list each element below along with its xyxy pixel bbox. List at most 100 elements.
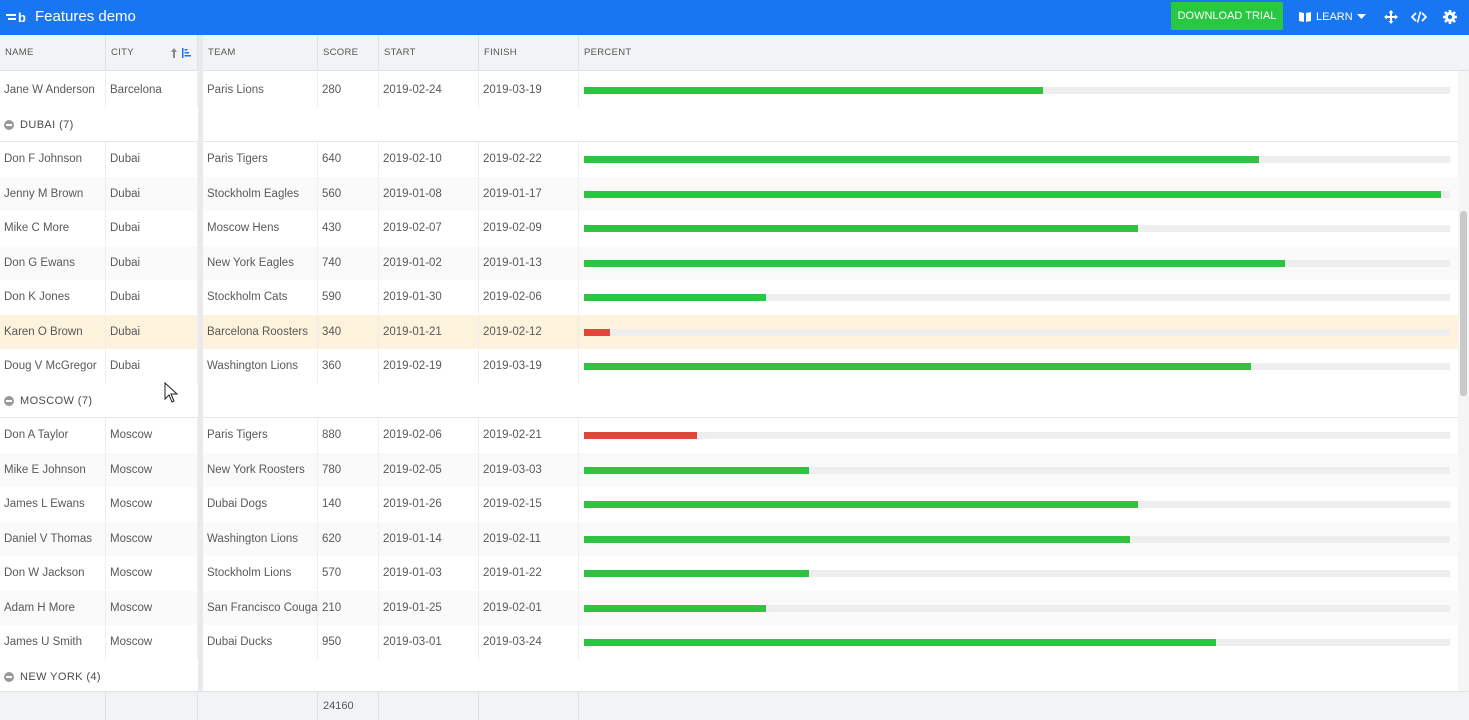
- table-row[interactable]: Mike E Johnson Moscow New York Roosters 780…: [0, 452, 1458, 487]
- table-row[interactable]: Jenny M Brown Dubai Stockholm Eagles 560 201…: [0, 176, 1458, 211]
- cell-percent[interactable]: [579, 418, 1458, 452]
- cell-score[interactable]: 560: [318, 176, 379, 211]
- cell-start[interactable]: 2019-02-10: [379, 142, 479, 176]
- cell-city[interactable]: Dubai: [106, 211, 198, 245]
- cell-start[interactable]: 2019-01-02: [379, 245, 479, 280]
- cell-name[interactable]: Mike E Johnson: [0, 452, 106, 487]
- cell-city[interactable]: Moscow: [106, 590, 198, 625]
- cell-finish[interactable]: 2019-02-22: [479, 142, 579, 176]
- cell-start[interactable]: 2019-01-14: [379, 521, 479, 556]
- cell-team[interactable]: New York Eagles: [203, 245, 318, 280]
- cell-score[interactable]: 360: [318, 349, 379, 383]
- cell-city[interactable]: Moscow: [106, 625, 198, 659]
- cell-percent[interactable]: [579, 177, 1458, 211]
- cell-team[interactable]: Moscow Hens: [203, 211, 318, 245]
- cell-city[interactable]: Dubai: [106, 142, 198, 176]
- cell-start[interactable]: 2019-01-30: [379, 280, 479, 314]
- column-header-start[interactable]: START: [379, 35, 479, 71]
- cell-name[interactable]: Don W Jackson: [0, 556, 106, 590]
- cell-city[interactable]: Dubai: [106, 349, 198, 383]
- cell-finish[interactable]: 2019-01-22: [479, 556, 579, 590]
- cell-start[interactable]: 2019-01-08: [379, 176, 479, 211]
- table-row[interactable]: Daniel V Thomas Moscow Washington Lions 620…: [0, 521, 1458, 556]
- cell-percent[interactable]: [579, 211, 1458, 245]
- cell-score[interactable]: 780: [318, 452, 379, 487]
- cell-finish[interactable]: 2019-02-15: [479, 487, 579, 521]
- cell-score[interactable]: 570: [318, 556, 379, 590]
- cell-team[interactable]: Dubai Ducks: [203, 625, 318, 659]
- cell-name[interactable]: Jane W Anderson: [0, 73, 106, 107]
- cell-name[interactable]: Adam H More: [0, 590, 106, 625]
- cell-score[interactable]: 340: [318, 314, 379, 349]
- cell-start[interactable]: 2019-02-07: [379, 211, 479, 245]
- cell-city[interactable]: Moscow: [106, 521, 198, 556]
- cell-city[interactable]: Moscow: [106, 556, 198, 590]
- table-row[interactable]: Doug V McGregor Dubai Washington Lions 360 2…: [0, 349, 1458, 383]
- learn-menu[interactable]: LEARN: [1298, 9, 1366, 25]
- cell-team[interactable]: Washington Lions: [203, 349, 318, 383]
- cell-city[interactable]: Dubai: [106, 245, 198, 280]
- cell-finish[interactable]: 2019-02-21: [479, 418, 579, 452]
- cell-city[interactable]: Barcelona: [106, 73, 198, 107]
- group-row[interactable]: DUBAI (7): [0, 107, 1458, 142]
- cell-city[interactable]: Moscow: [106, 487, 198, 521]
- column-header-city[interactable]: CITY: [106, 35, 198, 71]
- frozen-column-splitter[interactable]: [198, 35, 203, 720]
- table-row[interactable]: Mike C More Dubai Moscow Hens 430 2019-02-07…: [0, 211, 1458, 245]
- cell-start[interactable]: 2019-02-06: [379, 418, 479, 452]
- cell-name[interactable]: Daniel V Thomas: [0, 521, 106, 556]
- group-row[interactable]: NEW YORK (4): [0, 659, 1458, 694]
- cell-score[interactable]: 740: [318, 245, 379, 280]
- cell-city[interactable]: Dubai: [106, 176, 198, 211]
- cell-percent[interactable]: [579, 625, 1458, 659]
- cell-percent[interactable]: [579, 453, 1458, 487]
- cell-score[interactable]: 590: [318, 280, 379, 314]
- cell-name[interactable]: James L Ewans: [0, 487, 106, 521]
- cell-city[interactable]: Dubai: [106, 314, 198, 349]
- cell-percent[interactable]: [579, 556, 1458, 590]
- cell-percent[interactable]: [579, 315, 1458, 349]
- column-header-finish[interactable]: FINISH: [479, 35, 579, 71]
- group-collapse-icon[interactable]: [4, 119, 14, 130]
- cell-city[interactable]: Moscow: [106, 452, 198, 487]
- cell-finish[interactable]: 2019-02-12: [479, 314, 579, 349]
- cell-team[interactable]: Dubai Dogs: [203, 487, 318, 521]
- table-row[interactable]: James U Smith Moscow Dubai Ducks 950 2019-03…: [0, 625, 1458, 659]
- cell-percent[interactable]: [579, 522, 1458, 556]
- cell-start[interactable]: 2019-01-21: [379, 314, 479, 349]
- group-collapse-icon[interactable]: [4, 671, 14, 682]
- column-header-name[interactable]: NAME: [0, 35, 106, 71]
- cell-name[interactable]: James U Smith: [0, 625, 106, 659]
- cell-team[interactable]: New York Roosters: [203, 452, 318, 487]
- cell-team[interactable]: Paris Tigers: [203, 142, 318, 176]
- cell-start[interactable]: 2019-02-24: [379, 73, 479, 107]
- cell-score[interactable]: 950: [318, 625, 379, 659]
- table-row[interactable]: Don K Jones Dubai Stockholm Cats 590 2019-01…: [0, 280, 1458, 314]
- cell-score[interactable]: 430: [318, 211, 379, 245]
- cell-start[interactable]: 2019-02-19: [379, 349, 479, 383]
- cell-percent[interactable]: [579, 280, 1458, 314]
- logo-icon[interactable]: b: [6, 9, 30, 25]
- cell-team[interactable]: Stockholm Eagles: [203, 176, 318, 211]
- column-header-score[interactable]: SCORE: [318, 35, 379, 71]
- cell-name[interactable]: Don G Ewans: [0, 245, 106, 280]
- cell-start[interactable]: 2019-01-25: [379, 590, 479, 625]
- cell-name[interactable]: Mike C More: [0, 211, 106, 245]
- download-trial-button[interactable]: DOWNLOAD TRIAL: [1171, 2, 1283, 30]
- gear-icon[interactable]: [1442, 9, 1458, 25]
- table-row[interactable]: Adam H More Moscow San Francisco Cougars 21…: [0, 590, 1458, 625]
- cell-finish[interactable]: 2019-03-19: [479, 73, 579, 107]
- table-row[interactable]: Karen O Brown Dubai Barcelona Roosters 340 2…: [0, 314, 1458, 349]
- cell-percent[interactable]: [579, 487, 1458, 521]
- cell-finish[interactable]: 2019-02-09: [479, 211, 579, 245]
- group-collapse-icon[interactable]: [4, 395, 14, 406]
- cell-team[interactable]: Stockholm Lions: [203, 556, 318, 590]
- cell-name[interactable]: Karen O Brown: [0, 314, 106, 349]
- table-row[interactable]: Don A Taylor Moscow Paris Tigers 880 2019-02…: [0, 418, 1458, 452]
- cell-score[interactable]: 210: [318, 590, 379, 625]
- cell-name[interactable]: Doug V McGregor: [0, 349, 106, 383]
- cell-finish[interactable]: 2019-02-01: [479, 590, 579, 625]
- table-row[interactable]: Jane W Anderson Barcelona Paris Lions 280 20…: [0, 73, 1458, 107]
- cell-finish[interactable]: 2019-03-19: [479, 349, 579, 383]
- cell-score[interactable]: 880: [318, 418, 379, 452]
